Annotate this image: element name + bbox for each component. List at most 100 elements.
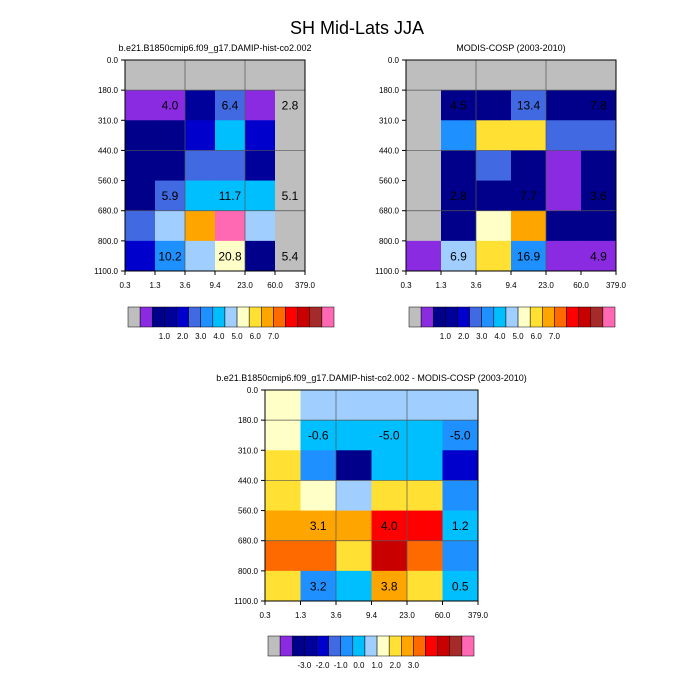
heatmap-cell — [511, 60, 547, 91]
colorbar-box — [481, 306, 495, 328]
colorbar-box — [401, 635, 414, 657]
colorbar-box — [461, 635, 475, 657]
colorbar-box — [212, 306, 226, 328]
y-tick-label: 0.0 — [107, 56, 119, 65]
x-tick-label: 1.3 — [295, 611, 307, 620]
colorbar-box — [554, 306, 567, 328]
heatmap-cell — [407, 480, 443, 511]
colorbar-box — [267, 635, 281, 657]
colorbar-box — [224, 306, 238, 328]
colorbar-tick-label: 4.0 — [494, 332, 506, 341]
colorbar-box — [437, 635, 451, 657]
heatmap-cell — [442, 570, 479, 602]
heatmap-cell — [275, 180, 306, 212]
heatmap-cell — [511, 240, 547, 272]
cell-value-label: 5.1 — [282, 189, 299, 203]
heatmap-cell — [546, 90, 582, 121]
heatmap-cell — [185, 60, 216, 91]
heatmap-cell — [581, 120, 617, 151]
cell-value-label: -0.6 — [308, 429, 329, 443]
heatmap-cell — [245, 240, 276, 272]
colorbar-tick-label: 3.0 — [195, 332, 207, 341]
colorbar-box — [291, 635, 305, 657]
heatmap-cell — [275, 210, 306, 242]
heatmap-cell — [125, 150, 156, 181]
heatmap-cell — [476, 240, 512, 272]
y-tick-label: 680.0 — [238, 537, 259, 546]
heatmap-cell — [581, 150, 617, 181]
heatmap-cell — [476, 150, 512, 181]
heatmap-cell — [245, 150, 276, 181]
x-tick-label: 60.0 — [267, 281, 283, 290]
heatmap-cell — [371, 540, 408, 572]
cell-value-label: 2.8 — [450, 189, 467, 203]
y-tick-label: 1100.0 — [375, 267, 399, 276]
colorbar-box — [139, 306, 153, 328]
colorbar-tick-label: 5.0 — [512, 332, 524, 341]
heatmap-cell — [300, 480, 337, 511]
colorbar-tick-label: 7.0 — [549, 332, 561, 341]
heatmap-cell — [125, 120, 156, 151]
heatmap-cell — [442, 480, 479, 511]
heatmap-cell — [441, 90, 477, 121]
heatmap-cell — [215, 90, 246, 121]
x-tick-label: 23.0 — [538, 281, 554, 290]
heatmap-cell — [215, 150, 246, 181]
x-tick-label: 3.6 — [179, 281, 191, 290]
heatmap-cell — [155, 60, 186, 91]
x-tick-label: 23.0 — [399, 611, 415, 620]
heatmap-cell — [125, 240, 156, 272]
heatmap-cell — [581, 240, 617, 272]
colorbar-tick-label: 2.0 — [458, 332, 470, 341]
x-tick-label: 0.3 — [119, 281, 131, 290]
heatmap-cell — [125, 60, 156, 91]
colorbar-box — [352, 635, 366, 657]
heatmap-cell — [275, 90, 306, 121]
heatmap-cell — [546, 120, 582, 151]
heatmap-cell — [265, 420, 301, 451]
heatmap-cell — [265, 450, 301, 481]
heatmap-cell — [511, 120, 547, 151]
colorbar-box — [364, 635, 378, 657]
heatmap-cell — [441, 60, 477, 91]
x-tick-label: 9.4 — [209, 281, 221, 290]
colorbar-tick-label: 4.0 — [213, 332, 225, 341]
heatmap-cell — [245, 90, 276, 121]
heatmap-cell — [155, 150, 186, 181]
colorbar-box — [304, 635, 317, 657]
heatmap-cell — [546, 60, 582, 91]
y-tick-label: 310.0 — [98, 116, 119, 125]
heatmap-cell — [476, 210, 512, 242]
colorbar-box — [449, 635, 463, 657]
colorbar-tick-label: 0.0 — [353, 661, 365, 670]
y-tick-label: 1100.0 — [234, 597, 258, 606]
y-tick-label: 560.0 — [238, 507, 259, 516]
colorbar-tick-label: 6.0 — [250, 332, 262, 341]
cell-value-label: 3.6 — [590, 189, 607, 203]
heatmap-cell — [407, 420, 443, 451]
cell-value-label: 0.5 — [452, 579, 469, 593]
heatmap-cell — [125, 90, 156, 121]
colorbar-tick-label: -2.0 — [316, 661, 330, 670]
x-tick-label: 379.0 — [606, 281, 627, 290]
heatmap-cell — [371, 480, 408, 511]
heatmap-cell — [336, 420, 372, 451]
heatmap-cell — [476, 120, 512, 151]
colorbar-box — [236, 306, 250, 328]
heatmap-cell — [275, 150, 306, 181]
colorbar-box — [517, 306, 531, 328]
y-tick-label: 180.0 — [379, 86, 400, 95]
colorbar-box — [432, 306, 446, 328]
heatmap-cell — [442, 540, 479, 572]
y-tick-label: 800.0 — [98, 237, 119, 246]
heatmap-cell — [265, 540, 301, 572]
heatmap-cell — [300, 450, 337, 481]
heatmap-cell — [215, 120, 246, 151]
y-tick-label: 0.0 — [388, 56, 400, 65]
colorbar-box — [176, 306, 189, 328]
heatmap-cell — [275, 60, 306, 91]
heatmap-cell — [476, 180, 512, 212]
y-tick-label: 440.0 — [379, 146, 400, 155]
heatmap-cell — [275, 120, 306, 151]
heatmap-cell — [371, 570, 408, 602]
